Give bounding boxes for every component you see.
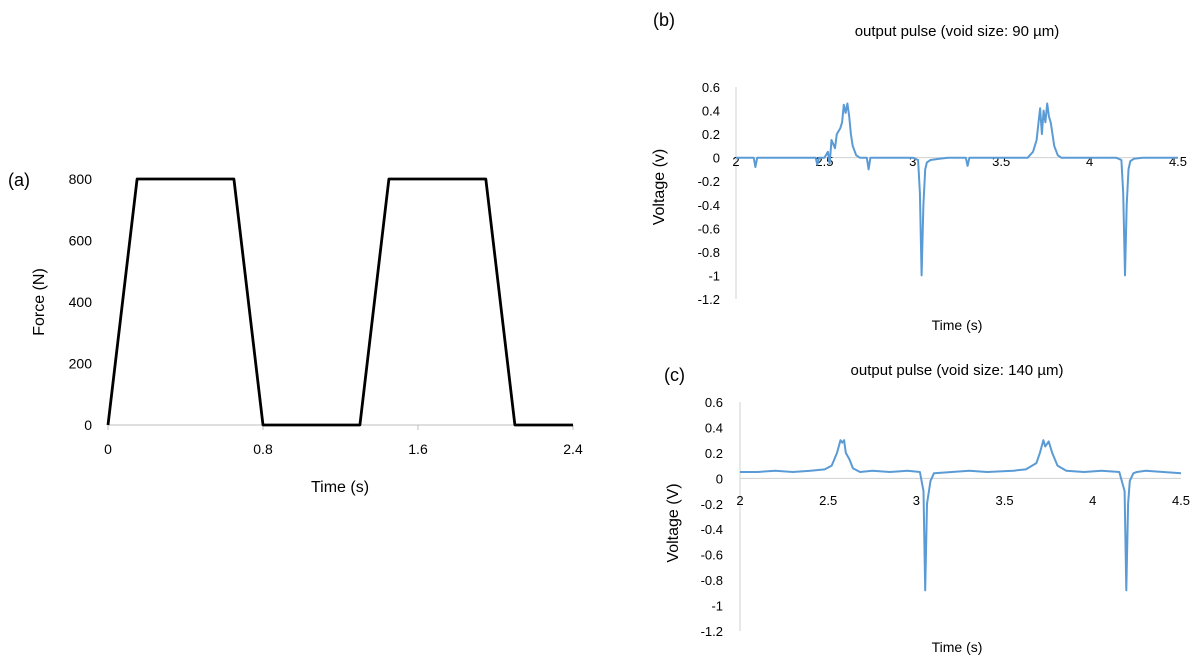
x-tick-label: 3 <box>913 493 920 508</box>
panel-label: (b) <box>653 10 675 30</box>
y-tick-label: 200 <box>69 356 93 372</box>
panel-label: (a) <box>8 170 30 190</box>
chart-title: output pulse (void size: 90 µm) <box>855 23 1060 40</box>
x-tick-label: 2.5 <box>819 493 837 508</box>
y-tick-label: -1 <box>711 599 723 614</box>
series-line <box>106 177 573 427</box>
x-tick-label: 4.5 <box>1169 154 1187 169</box>
x-tick-label: 3 <box>909 154 916 169</box>
y-axis-title: Voltage (v) <box>651 149 668 225</box>
panel-label: (c) <box>664 365 685 385</box>
chart-title: output pulse (void size: 140 µm) <box>851 362 1064 379</box>
x-tick-label: 0 <box>104 441 112 457</box>
y-tick-label: -0.8 <box>701 573 723 588</box>
y-tick-label: 0.6 <box>705 395 723 410</box>
y-axis-title: Voltage (V) <box>665 483 682 562</box>
x-tick-label: 2.4 <box>563 441 583 457</box>
series-line <box>740 439 1182 592</box>
y-tick-label: -0.4 <box>698 198 720 213</box>
x-tick-label: 1.6 <box>408 441 428 457</box>
y-tick-label: -1.2 <box>701 624 723 639</box>
y-tick-label: 0 <box>716 471 723 486</box>
y-tick-label: 0 <box>713 151 720 166</box>
y-tick-label: 600 <box>69 233 93 249</box>
y-tick-label: 0.4 <box>705 420 723 435</box>
y-tick-label: -0.2 <box>701 497 723 512</box>
x-tick-label: 3.5 <box>992 154 1010 169</box>
y-tick-label: 0 <box>84 417 92 433</box>
chart-c: (c) output pulse (void size: 140 µm) 0.6 0.… <box>664 362 1190 655</box>
chart-b: (b) output pulse (void size: 90 µm) 0.6 0.4… <box>651 10 1187 333</box>
x-axis-title: Time (s) <box>932 639 983 655</box>
x-tick-label: 2 <box>732 154 739 169</box>
y-tick-label: -0.2 <box>698 174 720 189</box>
y-tick-label: 0.6 <box>702 80 720 95</box>
x-axis-title: Time (s) <box>932 317 983 333</box>
x-tick-label: 2 <box>736 493 743 508</box>
x-tick-label: 0.8 <box>253 441 273 457</box>
y-tick-label: 0.2 <box>702 127 720 142</box>
y-tick-label: 0.4 <box>702 104 720 119</box>
y-tick-label: -0.6 <box>698 221 720 236</box>
y-tick-label: -0.4 <box>701 522 723 537</box>
x-axis-title: Time (s) <box>311 479 369 496</box>
chart-a: (a) 0 200 400 600 800 0 0.8 1.6 2.4 Time (s) Force … <box>8 170 583 496</box>
x-tick-label: 4.5 <box>1172 493 1190 508</box>
series-line <box>736 102 1178 277</box>
x-tick-label: 3.5 <box>996 493 1014 508</box>
x-tick-label: 4 <box>1086 154 1093 169</box>
y-tick-label: 800 <box>69 171 93 187</box>
y-tick-label: -1.2 <box>698 292 720 307</box>
y-tick-label: -0.8 <box>698 245 720 260</box>
x-tick-label: 4 <box>1089 493 1096 508</box>
y-tick-label: 400 <box>69 294 93 310</box>
y-tick-label: -1 <box>708 268 720 283</box>
y-axis-title: Force (N) <box>31 268 48 336</box>
y-tick-label: -0.6 <box>701 548 723 563</box>
y-tick-label: 0.2 <box>705 446 723 461</box>
